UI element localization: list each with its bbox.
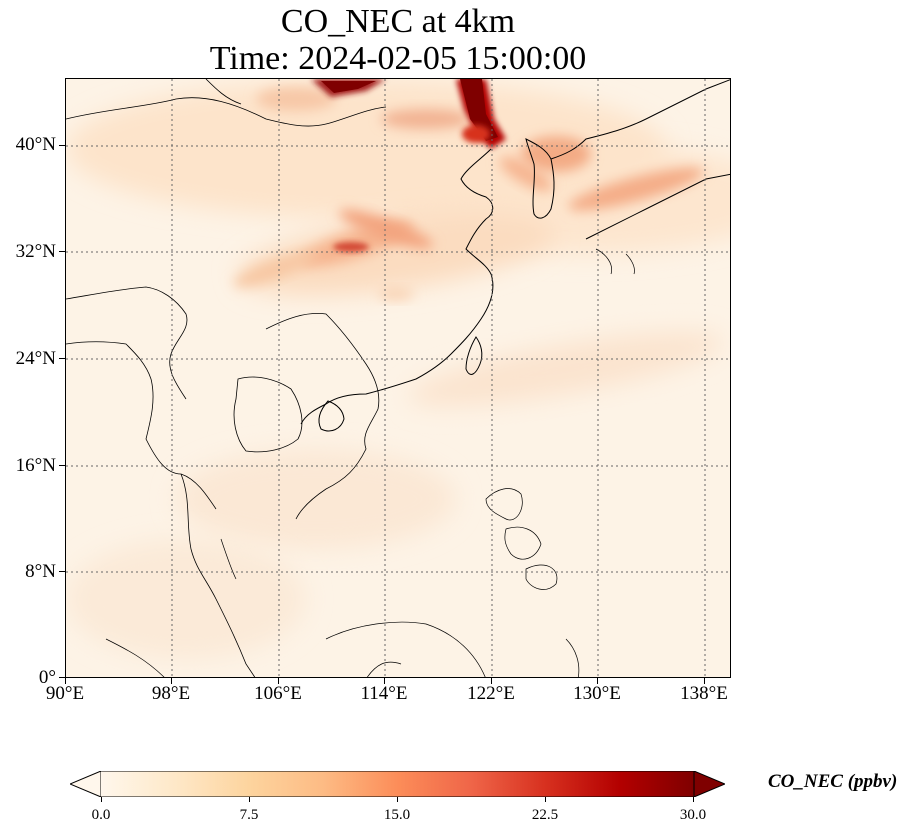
lon-tick-label: 106°E [254, 683, 302, 704]
lat-tick-mark [59, 251, 65, 252]
lon-tick-label: 130°E [573, 683, 621, 704]
lat-tick-mark [59, 358, 65, 359]
map-panel [65, 78, 731, 678]
colorbar-tick-mark [545, 797, 546, 802]
lat-tick-label: 24°N [15, 348, 56, 369]
lon-tick-label: 122°E [467, 683, 515, 704]
lon-tick-mark [704, 678, 705, 684]
colorbar-tick-label: 15.0 [383, 807, 411, 823]
colorbar-label: CO_NEC (ppbv) [768, 771, 898, 792]
lon-tick-mark [171, 678, 172, 684]
colorbar-tick-mark [693, 797, 694, 802]
lat-tick-mark [59, 571, 65, 572]
colorbar-tick-label: 30.0 [679, 807, 707, 823]
colorbar-tick-mark [101, 797, 102, 802]
colorbar-tick-label: 7.5 [239, 807, 259, 823]
coastlines [66, 79, 387, 677]
lon-tick-mark [384, 678, 385, 684]
lon-tick-mark [65, 678, 66, 684]
lon-tick-label: 138°E [680, 683, 728, 704]
china-coastline [300, 79, 730, 432]
lat-tick-label: 8°N [25, 561, 56, 582]
concentration-field [66, 79, 730, 677]
lat-tick-mark [59, 145, 65, 146]
lon-tick-label: 114°E [360, 683, 408, 704]
colorbar-ramp [101, 771, 694, 797]
lat-tick-mark [59, 465, 65, 466]
lat-tick-label: 0° [38, 667, 56, 688]
colorbar-max-extend [693, 770, 727, 798]
lon-tick-mark [278, 678, 279, 684]
colorbar-graphic [68, 770, 727, 798]
colorbar-min-extend [68, 770, 102, 798]
map-canvas [66, 79, 730, 677]
colorbar [68, 770, 727, 798]
lon-tick-label: 90°E [45, 683, 85, 704]
lon-tick-label: 98°E [151, 683, 191, 704]
map-title: CO_NEC at 4km [280, 3, 516, 40]
lat-tick-mark [59, 677, 65, 678]
colorbar-tick-mark [249, 797, 250, 802]
colorbar-tick-label: 0.0 [91, 807, 111, 823]
lat-tick-label: 16°N [15, 455, 56, 476]
gridlines [66, 79, 730, 677]
lon-tick-mark [597, 678, 598, 684]
map-timestamp: Time: 2024-02-05 15:00:00 [209, 40, 587, 77]
colorbar-tick-mark [397, 797, 398, 802]
lat-tick-label: 40°N [15, 134, 56, 155]
lat-tick-label: 32°N [15, 241, 56, 262]
lon-tick-mark [491, 678, 492, 684]
colorbar-tick-label: 22.5 [531, 807, 559, 823]
